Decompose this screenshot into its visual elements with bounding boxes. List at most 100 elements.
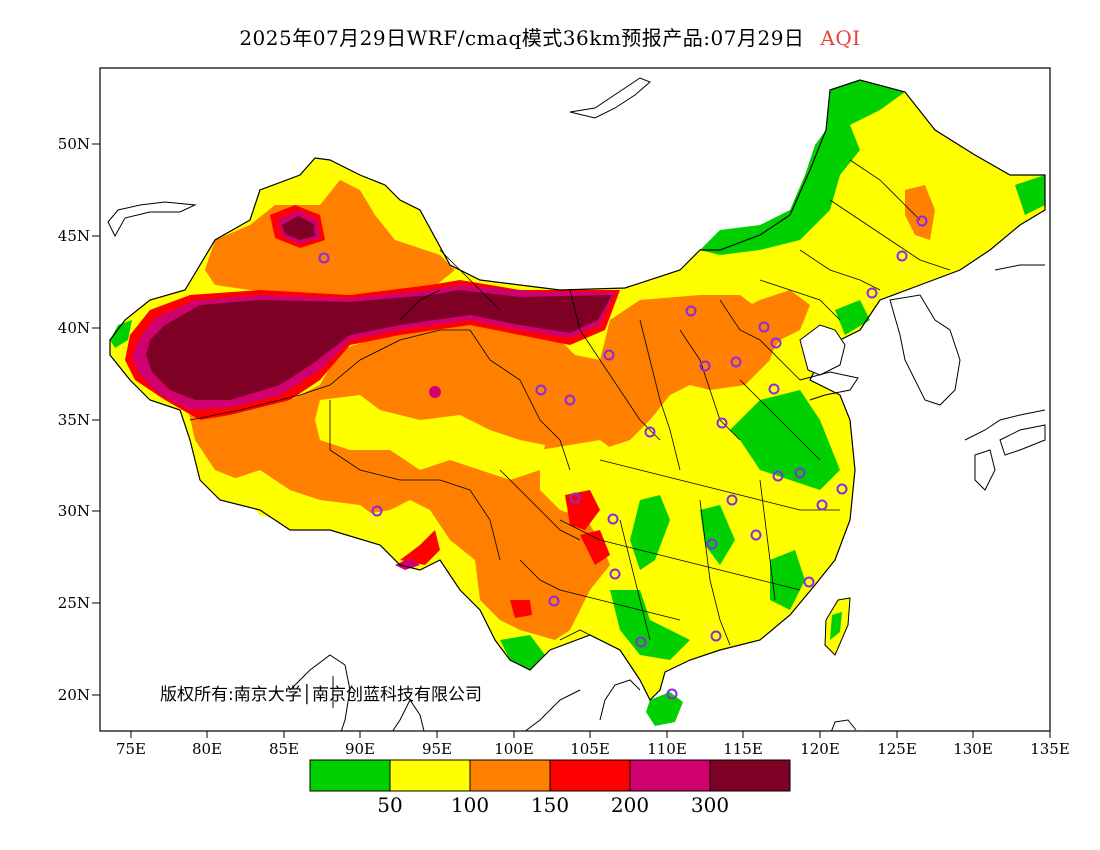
title-main: 2025年07月29日WRF/cmaq模式36km预报产品:07月29日 [239, 26, 805, 50]
shandong-peninsula [799, 371, 859, 401]
lon-label-105e: 105E [570, 740, 610, 758]
station-marker [916, 215, 928, 227]
province-boundaries [189, 159, 951, 651]
station-marker [318, 252, 330, 264]
station-marker [666, 688, 678, 700]
region-green-west-edge [110, 320, 132, 348]
region-maroon-qaidam [429, 386, 441, 398]
station-marker [768, 383, 780, 395]
lat-ticks [92, 143, 100, 696]
station-marker [836, 483, 848, 495]
station-marker [896, 250, 908, 262]
region-green-hainan [646, 692, 683, 726]
colorbar-swatch [629, 759, 711, 792]
region-orange-north-xinjiang [205, 180, 455, 295]
station-marker [866, 287, 878, 299]
title-variable: AQI [820, 26, 861, 50]
region-green-jiangsu [730, 390, 840, 490]
region-yellow-sichuan [540, 440, 640, 520]
indochina-coast [524, 679, 641, 731]
colorbar-label-150: 150 [530, 793, 570, 817]
lat-label-45n: 45N [57, 227, 90, 245]
colorbar-label-300: 300 [690, 793, 730, 817]
lon-label-85e: 85E [268, 740, 300, 758]
region-maroon-junggar [282, 216, 315, 240]
station-marker [371, 505, 383, 517]
colorbar-swatch [389, 759, 471, 792]
station-marker [699, 360, 711, 372]
region-green-northeast-east [1015, 175, 1045, 215]
lon-label-115e: 115E [723, 740, 763, 758]
station-marker [535, 384, 547, 396]
philippines-outline [831, 719, 857, 731]
balkhash-lake [107, 201, 197, 238]
region-red-tibet-south [400, 530, 440, 565]
lon-label-110e: 110E [647, 740, 687, 758]
region-taiwan-green [830, 612, 842, 640]
lon-label-135e: 135E [1030, 740, 1070, 758]
colorbar [309, 759, 791, 792]
lon-label-75e: 75E [115, 740, 147, 758]
region-green-yunnan-south [500, 635, 545, 670]
region-orange-northeast [905, 185, 935, 240]
region-green-fujian [770, 550, 805, 610]
region-maroon-tarim [146, 290, 612, 400]
station-markers [318, 215, 928, 700]
station-marker [803, 576, 815, 588]
station-marker [548, 595, 560, 607]
region-green-northeast [700, 80, 905, 255]
station-marker [710, 630, 722, 642]
station-marker [816, 499, 828, 511]
station-marker [770, 337, 782, 349]
region-red-yunnan [510, 600, 532, 618]
map-frame [99, 67, 1051, 732]
lon-label-90e: 90E [344, 740, 376, 758]
station-marker [685, 305, 697, 317]
station-marker [564, 394, 576, 406]
russia-coast [994, 264, 1045, 271]
copyright-text: 版权所有:南京大学│南京创蓝科技有限公司 [160, 685, 482, 705]
bohai-coastline [799, 324, 846, 376]
station-marker [726, 494, 738, 506]
station-marker [569, 492, 581, 504]
lat-label-30n: 30N [57, 502, 90, 520]
station-marker [730, 356, 742, 368]
colorbar-swatch [709, 759, 791, 792]
region-yellow-qinghai [315, 395, 545, 480]
station-marker [772, 470, 784, 482]
lon-label-125e: 125E [877, 740, 917, 758]
region-red-chongqing [580, 530, 610, 565]
lat-label-20n: 20N [57, 686, 90, 704]
station-marker [794, 467, 806, 479]
lat-label-40n: 40N [57, 319, 90, 337]
region-green-hunan [700, 505, 735, 565]
map-title: 2025年07月29日WRF/cmaq模式36km预报产品:07月29日 AQI [0, 22, 1100, 51]
region-green-central [630, 495, 670, 570]
station-marker [644, 426, 656, 438]
lake-baikal [569, 77, 651, 119]
station-marker [609, 568, 621, 580]
colorbar-label-200: 200 [610, 793, 650, 817]
lon-label-100e: 100E [494, 740, 534, 758]
lon-label-120e: 120E [800, 740, 840, 758]
lat-label-50n: 50N [57, 135, 90, 153]
region-red-sichuan [565, 490, 600, 530]
station-marker [716, 417, 728, 429]
colorbar-swatch [469, 759, 551, 792]
station-marker [750, 529, 762, 541]
region-green-liaodong [835, 300, 870, 335]
region-magenta-tibet [395, 558, 420, 570]
lon-ticks [130, 731, 1051, 738]
lon-label-130e: 130E [953, 740, 993, 758]
lat-label-35n: 35N [57, 411, 90, 429]
station-marker [635, 636, 647, 648]
japan-outline [964, 409, 1046, 491]
bay-coast [392, 699, 425, 731]
lon-label-95e: 95E [421, 740, 453, 758]
korea-outline [889, 294, 961, 406]
colorbar-label-50: 50 [377, 793, 403, 817]
station-marker [607, 513, 619, 525]
lat-label-25n: 25N [57, 594, 90, 612]
station-marker [603, 349, 615, 361]
